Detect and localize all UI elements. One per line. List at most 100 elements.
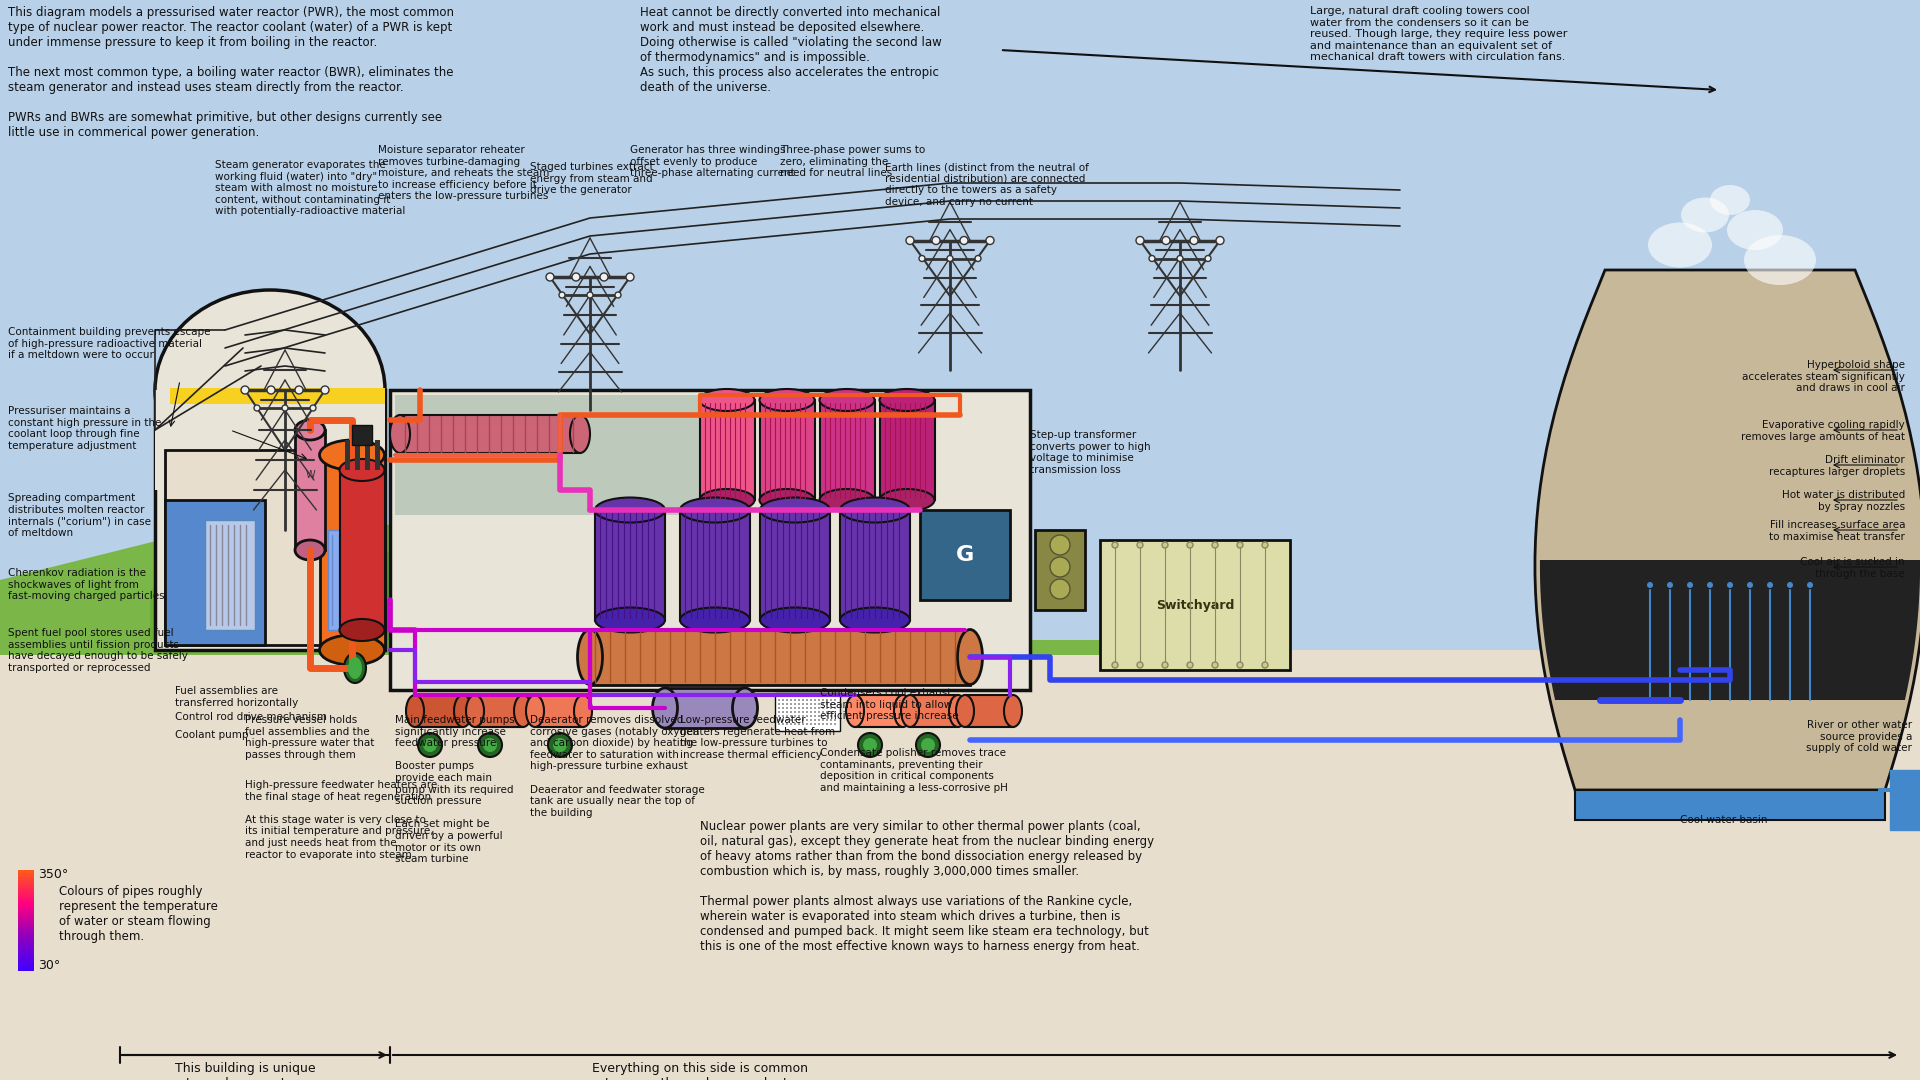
- Circle shape: [795, 703, 797, 705]
- Circle shape: [931, 237, 941, 244]
- Bar: [1035, 530, 1085, 610]
- Bar: [17, 896, 35, 899]
- Circle shape: [799, 703, 801, 705]
- Circle shape: [1236, 542, 1242, 548]
- Circle shape: [1212, 542, 1217, 548]
- Circle shape: [803, 699, 804, 701]
- Bar: [17, 963, 35, 966]
- Text: Cherenkov radiation is the
shockwaves of light from
fast-moving charged particle: Cherenkov radiation is the shockwaves of…: [8, 568, 165, 602]
- Bar: [664, 688, 745, 728]
- Circle shape: [253, 405, 259, 411]
- Bar: [17, 936, 35, 939]
- Circle shape: [778, 719, 780, 721]
- Circle shape: [814, 719, 816, 721]
- Circle shape: [1807, 582, 1812, 588]
- Circle shape: [803, 715, 804, 717]
- Circle shape: [599, 273, 609, 281]
- Circle shape: [829, 715, 831, 717]
- Ellipse shape: [1004, 696, 1021, 727]
- Ellipse shape: [1647, 222, 1713, 268]
- Ellipse shape: [948, 696, 968, 727]
- Bar: [396, 395, 705, 515]
- Text: This diagram models a pressurised water reactor (PWR), the most common
type of n: This diagram models a pressurised water …: [8, 6, 453, 139]
- Bar: [17, 960, 35, 962]
- Circle shape: [1788, 582, 1793, 588]
- Text: Pressure vessel holds
fuel assemblies and the
high-pressure water that
passes th: Pressure vessel holds fuel assemblies an…: [246, 715, 374, 760]
- Circle shape: [309, 405, 317, 411]
- Circle shape: [781, 696, 783, 697]
- Bar: [17, 875, 35, 877]
- Polygon shape: [1540, 561, 1920, 700]
- Circle shape: [803, 711, 804, 713]
- Bar: [17, 900, 35, 902]
- Bar: [165, 450, 374, 645]
- Circle shape: [785, 719, 787, 721]
- Bar: [17, 957, 35, 959]
- Circle shape: [296, 386, 303, 394]
- Circle shape: [789, 699, 791, 701]
- Ellipse shape: [1726, 210, 1784, 249]
- Ellipse shape: [760, 489, 814, 511]
- Circle shape: [1050, 579, 1069, 599]
- Bar: [346, 440, 349, 470]
- Bar: [17, 935, 35, 937]
- Circle shape: [858, 733, 881, 757]
- Circle shape: [1206, 256, 1212, 261]
- Circle shape: [810, 711, 812, 713]
- Bar: [474, 696, 522, 727]
- Bar: [156, 390, 386, 490]
- Ellipse shape: [820, 389, 874, 411]
- Ellipse shape: [900, 696, 920, 727]
- Bar: [399, 415, 580, 453]
- Circle shape: [818, 711, 820, 713]
- Circle shape: [826, 723, 828, 725]
- Bar: [340, 470, 386, 630]
- Bar: [17, 948, 35, 950]
- Circle shape: [419, 733, 442, 757]
- Bar: [17, 917, 35, 919]
- Bar: [17, 902, 35, 904]
- Circle shape: [814, 707, 816, 708]
- Circle shape: [803, 696, 804, 697]
- Circle shape: [553, 738, 566, 752]
- Bar: [17, 954, 35, 956]
- Circle shape: [785, 715, 787, 717]
- Ellipse shape: [879, 489, 935, 511]
- Text: Hyperboloid shape
accelerates steam significantly
and draws in cool air: Hyperboloid shape accelerates steam sign…: [1741, 360, 1905, 393]
- Ellipse shape: [595, 498, 664, 523]
- Circle shape: [778, 696, 780, 697]
- Circle shape: [781, 715, 783, 717]
- Bar: [17, 945, 35, 947]
- Ellipse shape: [1682, 198, 1730, 232]
- Circle shape: [806, 715, 808, 717]
- Bar: [17, 887, 35, 889]
- Bar: [910, 696, 958, 727]
- Ellipse shape: [574, 696, 591, 727]
- Circle shape: [781, 703, 783, 705]
- Circle shape: [789, 711, 791, 713]
- Text: Earth lines (distinct from the neutral of
residential distribution) are connecte: Earth lines (distinct from the neutral o…: [885, 162, 1089, 206]
- Circle shape: [826, 699, 828, 701]
- Circle shape: [267, 386, 275, 394]
- Text: Large, natural draft cooling towers cool
water from the condensers so it can be
: Large, natural draft cooling towers cool…: [1309, 6, 1567, 63]
- Circle shape: [1212, 662, 1217, 669]
- Bar: [165, 500, 265, 645]
- Text: Pressuriser maintains a
constant high pressure in the
coolant loop through fine
: Pressuriser maintains a constant high pr…: [8, 406, 161, 450]
- Text: This building is unique
to nuclear reactors: This building is unique to nuclear react…: [175, 1062, 315, 1080]
- Circle shape: [1162, 542, 1167, 548]
- Bar: [17, 969, 35, 971]
- Ellipse shape: [760, 498, 829, 523]
- Circle shape: [829, 703, 831, 705]
- Circle shape: [833, 699, 835, 701]
- Bar: [17, 883, 35, 886]
- Bar: [17, 874, 35, 876]
- Ellipse shape: [733, 688, 758, 728]
- Circle shape: [975, 256, 981, 261]
- Text: Main feedwater pumps
significantly increase
feedwater pressure

Booster pumps
pr: Main feedwater pumps significantly incre…: [396, 715, 515, 864]
- Circle shape: [785, 723, 787, 725]
- Bar: [17, 905, 35, 907]
- Circle shape: [833, 723, 835, 725]
- Circle shape: [1187, 662, 1192, 669]
- Circle shape: [1766, 582, 1772, 588]
- Bar: [17, 930, 35, 932]
